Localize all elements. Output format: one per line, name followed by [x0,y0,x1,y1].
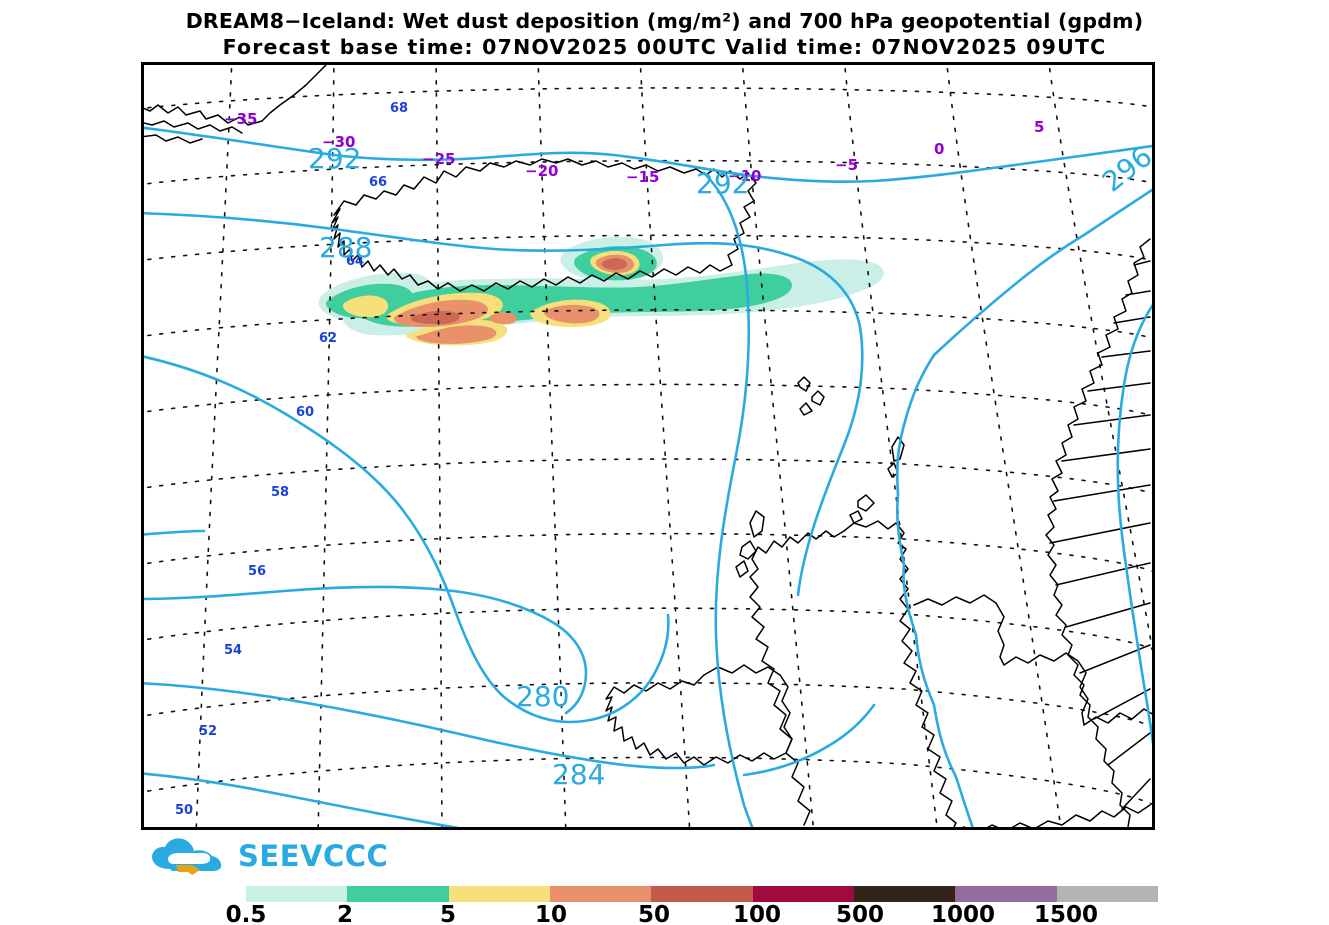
colorbar-segment [955,886,1057,902]
logo-text: SEEVCCC [238,839,389,873]
title-line-2: Forecast base time: 07NOV2025 00UTC Vali… [222,35,1107,59]
colorbar-segment [549,886,652,902]
colorbar-tick-label: 500 [835,902,885,925]
colorbar-tick-label: 50 [637,902,671,925]
dust-deposition-field [318,236,884,346]
map-canvas [144,65,1152,827]
colorbar-tick-label: 1000 [930,902,996,925]
colorbar [246,886,1158,902]
colorbar-tick-label: 1500 [1033,902,1099,925]
seevccc-logo: SEEVCCC [148,836,388,876]
colorbar-segment [1056,886,1158,902]
colorbar-segment [448,886,550,902]
geopotential-contours [144,126,1152,827]
graticule [144,65,1152,827]
colorbar-segment [246,886,348,902]
colorbar-tick-label: 2 [336,902,354,925]
colorbar-segment [347,886,449,902]
colorbar-tick-label: 5 [439,902,457,925]
arrow-icon [176,865,200,875]
coastlines [144,65,1152,827]
map-panel: −35 −30 −25 −20 −15 −10 −5 0 5 68 66 64 … [141,62,1155,830]
colorbar-tick-label: 100 [732,902,782,925]
cloud-icon [152,838,222,875]
colorbar-tick-label: 0.5 [225,902,267,925]
title-line-1: DREAM8−Iceland: Wet dust deposition (mg/… [185,9,1144,33]
colorbar-segment [853,886,956,902]
colorbar-labels: 0.5 2 5 10 50 100 500 1000 1500 [0,902,1329,925]
chart-title-block: DREAM8−Iceland: Wet dust deposition (mg/… [0,8,1329,60]
colorbar-segment [651,886,753,902]
colorbar-segment [752,886,854,902]
colorbar-tick-label: 10 [534,902,568,925]
